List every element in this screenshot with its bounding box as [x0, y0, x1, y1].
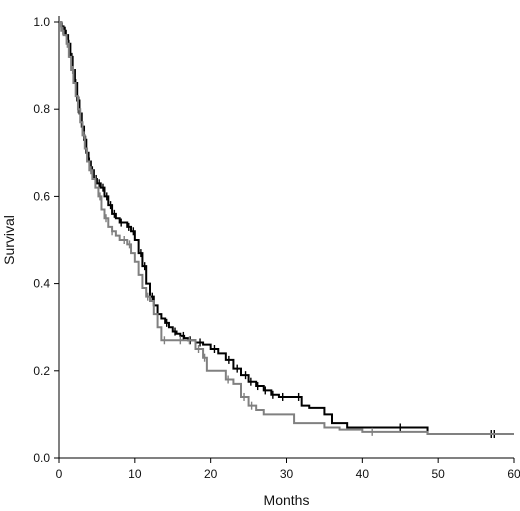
- x-tick-label: 60: [507, 467, 520, 481]
- x-tick-label: 30: [280, 467, 294, 481]
- x-tick-label: 20: [204, 467, 218, 481]
- y-tick-label: 0.6: [33, 189, 50, 203]
- y-tick-label: 0.4: [33, 277, 50, 291]
- series-2: [59, 21, 514, 436]
- y-tick-label: 0.8: [33, 102, 50, 116]
- x-tick-label: 40: [356, 467, 370, 481]
- series-group: [59, 21, 514, 439]
- y-tick-label: 0.0: [33, 451, 50, 465]
- y-tick-label: 0.2: [33, 364, 50, 378]
- y-tick-label: 1.0: [33, 15, 50, 29]
- x-tick-label: 10: [128, 467, 142, 481]
- x-tick-label: 0: [56, 467, 63, 481]
- y-ticks: 0.0 0.2 0.4 0.6 0.8 1.0: [33, 15, 59, 465]
- survival-curve-1: [59, 21, 514, 436]
- x-tick-label: 50: [431, 467, 445, 481]
- survival-curve-2: [59, 21, 514, 436]
- x-ticks: 0 10 20 30 40 50 60: [56, 458, 520, 481]
- axes: [58, 16, 514, 459]
- y-axis-title: Survival: [1, 215, 17, 265]
- series-1: [59, 21, 514, 439]
- x-axis-title: Months: [264, 492, 310, 508]
